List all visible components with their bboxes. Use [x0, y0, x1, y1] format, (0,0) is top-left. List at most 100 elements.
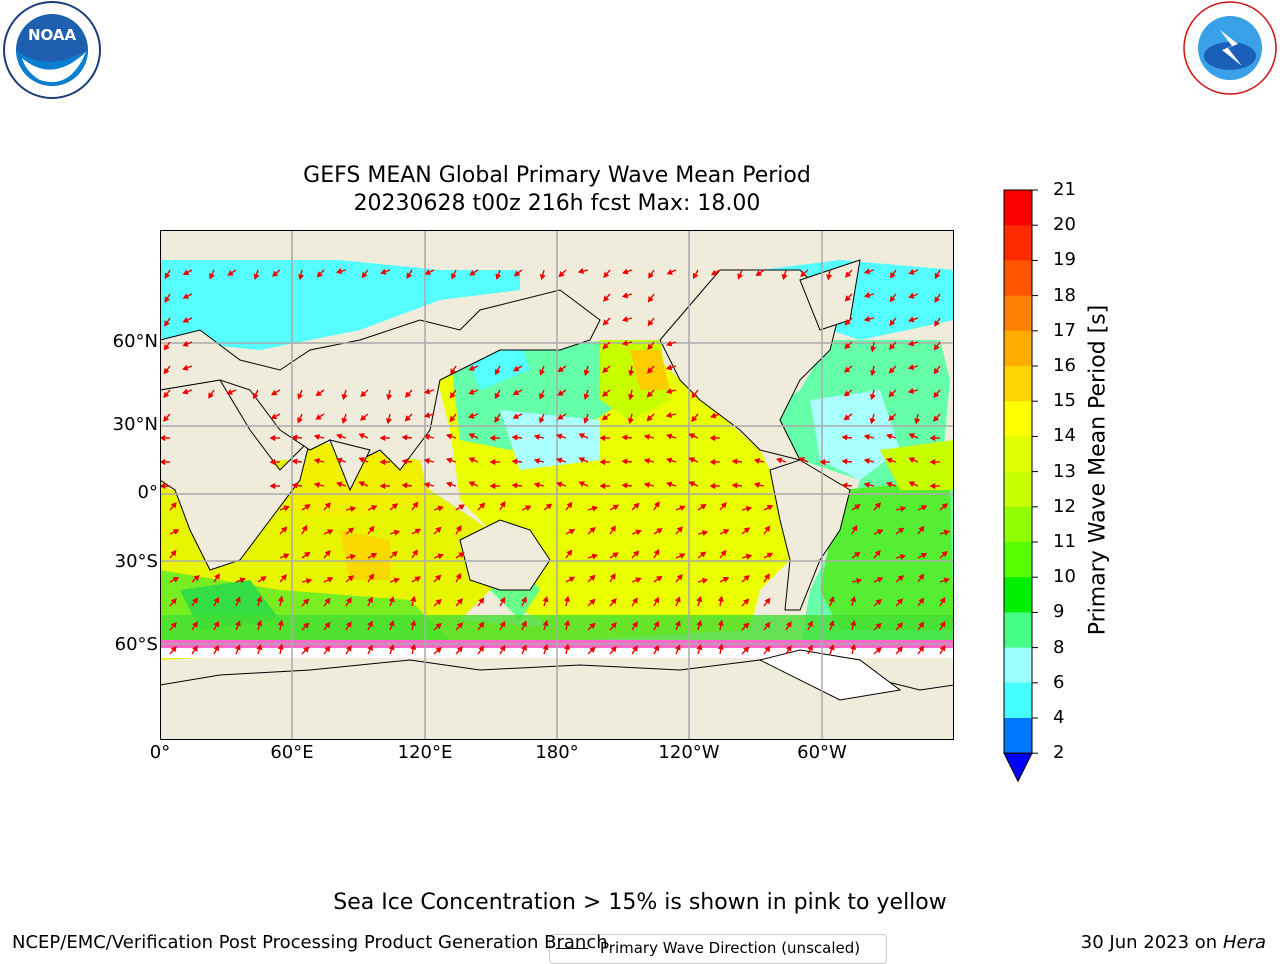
wave-arrow-head: [844, 342, 851, 349]
wave-arrow-head: [907, 340, 915, 347]
wave-arrow-head: [934, 296, 941, 303]
wave-arrow-head: [899, 553, 907, 560]
wave-arrow-head: [929, 482, 936, 490]
wave-arrow-head: [665, 481, 673, 488]
wave-arrow-head: [647, 296, 654, 303]
wave-arrow-head: [405, 391, 412, 398]
wave-arrow-head: [843, 414, 850, 421]
wave-arrow-head: [933, 391, 940, 399]
wave-arrow-head: [907, 387, 914, 394]
wave-arrow-head: [499, 620, 506, 628]
map-svg: [159, 229, 955, 741]
wave-arrow-head: [489, 482, 496, 490]
wave-arrow-head: [653, 596, 660, 604]
wave-arrow-head: [717, 643, 724, 650]
wave-arrow-head: [208, 392, 214, 399]
wave-arrow-head: [164, 272, 171, 280]
wave-arrow-head: [743, 598, 750, 605]
wave-arrow-head: [583, 393, 590, 401]
wave-arrow-head: [896, 646, 903, 653]
wave-arrow-head: [404, 415, 411, 422]
wave-arrow-head: [539, 416, 545, 424]
wave-arrow-head: [807, 644, 813, 652]
wave-arrow-head: [850, 643, 857, 651]
wave-arrow-head: [435, 623, 442, 630]
wave-arrow-head: [674, 596, 681, 603]
wave-arrow-head: [533, 434, 540, 441]
wave-arrow-head: [869, 393, 876, 401]
wave-arrow-head: [612, 504, 620, 511]
wave-arrow-head: [743, 575, 750, 582]
wave-arrow-head: [181, 388, 189, 395]
wave-arrow-head: [172, 576, 180, 583]
wave-arrow-head: [828, 644, 835, 651]
colorbar-extend-triangle: [1003, 752, 1033, 783]
wave-arrow-head: [159, 482, 166, 490]
wave-arrow-head: [494, 368, 501, 376]
wave-arrow-head: [291, 482, 298, 489]
wave-arrow-head: [656, 528, 663, 534]
wave-arrow-head: [843, 390, 851, 397]
colorbar-tick-label: 6: [1053, 671, 1065, 693]
colorbar-segment: [1004, 471, 1032, 508]
wave-arrow-head: [468, 388, 475, 395]
noaa-logo: NOAA: [0, 0, 104, 104]
wave-arrow-head: [676, 526, 683, 533]
wave-arrow-head: [753, 482, 760, 489]
wave-arrow-head: [907, 364, 915, 371]
wave-arrow-head: [370, 552, 378, 559]
wave-arrow-head: [874, 502, 881, 509]
wave-arrow-head: [269, 434, 276, 442]
wave-arrow-head: [601, 390, 609, 397]
wave-arrow-head: [347, 527, 355, 534]
wave-arrow-head: [423, 412, 431, 419]
wave-arrow-head: [633, 502, 640, 509]
wave-arrow-head: [478, 597, 485, 604]
wave-arrow-head: [621, 292, 629, 299]
colorbar-segment: [1004, 190, 1032, 226]
wave-arrow-head: [589, 646, 596, 653]
wave-arrow-head: [370, 505, 378, 511]
wave-arrow-head: [688, 481, 695, 487]
wave-arrow-head: [709, 482, 716, 490]
wave-arrow-head: [874, 549, 881, 557]
wave-arrow-head: [386, 418, 393, 425]
wave-arrow-head: [933, 415, 940, 422]
colorbar-segment: [1004, 577, 1032, 613]
lat-tick-60s: 60°S: [114, 634, 158, 655]
wave-arrow-head: [345, 597, 352, 604]
wave-arrow-head: [856, 578, 863, 585]
wave-arrow-head: [635, 577, 642, 584]
wave-arrow-head: [163, 367, 170, 375]
wave-period-map: Primary Wave Direction (unscaled): [159, 229, 955, 964]
wave-arrow-head: [393, 529, 401, 536]
wave-arrow-head: [656, 575, 663, 582]
wave-arrow-head: [479, 502, 486, 509]
wave-arrow-head: [688, 433, 695, 439]
lon-tick-0: 0°: [149, 742, 171, 763]
wave-arrow-head: [256, 643, 263, 651]
wave-arrow-head: [555, 457, 563, 464]
wave-arrow-head: [753, 458, 760, 465]
wave-arrow-head: [666, 269, 673, 275]
wave-arrow-head: [610, 597, 617, 605]
wave-arrow-head: [578, 457, 585, 463]
noaa-logo-text: NOAA: [28, 26, 77, 44]
wave-arrow-head: [468, 365, 475, 371]
wave-arrow-head: [512, 413, 520, 419]
wave-arrow-head: [304, 504, 311, 510]
wave-arrow-head: [214, 573, 220, 580]
wave-arrow-head: [445, 433, 453, 440]
wave-arrow-head: [755, 270, 762, 277]
wave-arrow-head: [456, 598, 463, 605]
wave-arrow-head: [863, 292, 871, 299]
wave-arrow-head: [621, 316, 629, 323]
wave-arrow-head: [731, 482, 738, 489]
wave-arrow-head: [192, 621, 198, 628]
wave-arrow-head: [297, 393, 304, 400]
colorbar-segment: [1004, 401, 1032, 437]
wave-arrow-head: [406, 272, 413, 279]
wave-arrow-head: [918, 645, 925, 652]
wave-arrow-head: [512, 389, 520, 396]
wave-arrow-head: [269, 482, 276, 490]
